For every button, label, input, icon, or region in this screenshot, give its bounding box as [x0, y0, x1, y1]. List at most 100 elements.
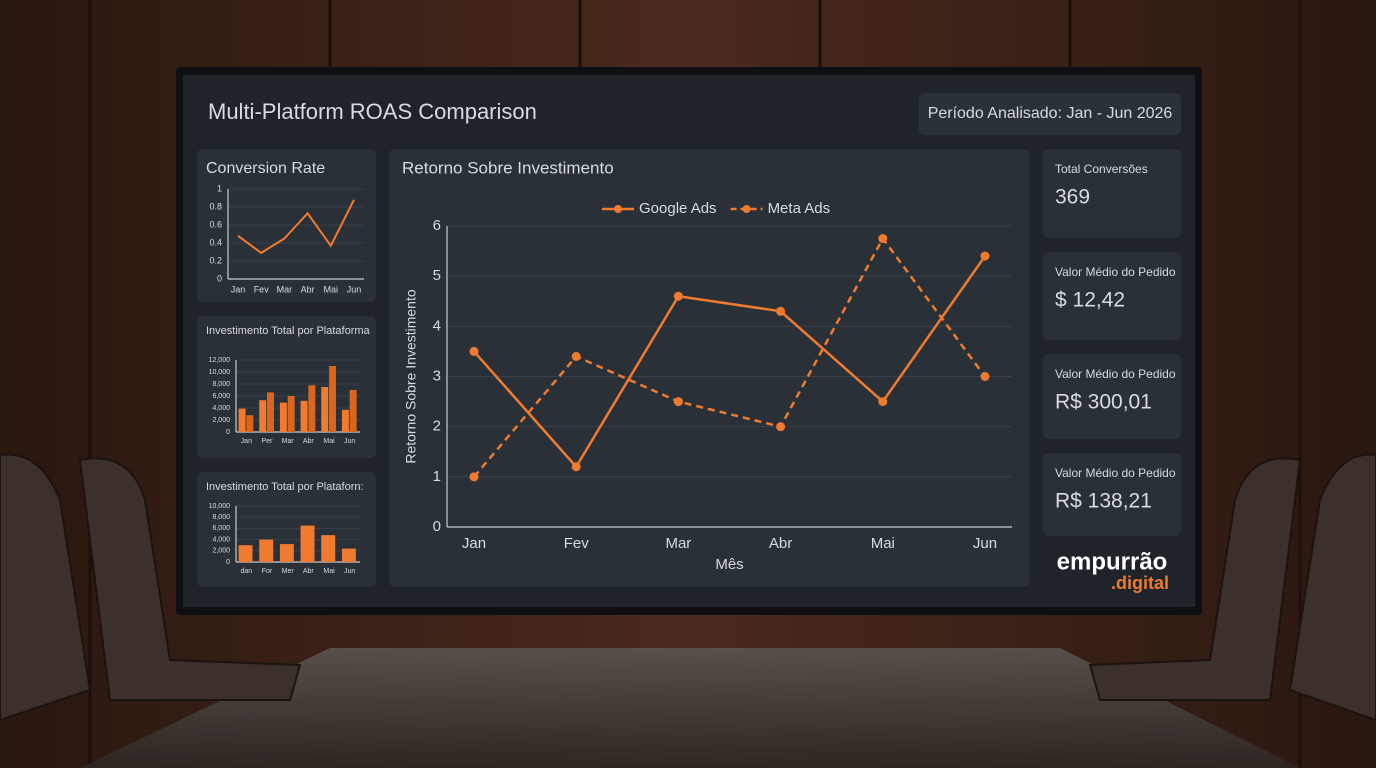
x-tick-label: Jun: [344, 568, 355, 575]
y-tick-label: 6: [433, 217, 441, 234]
x-tick-label: Mai: [323, 568, 335, 575]
kpi-value: R$ 138,21: [1055, 490, 1152, 513]
x-tick-label: dan: [240, 568, 252, 575]
chart-title: Investimento Total por Plataforma: [206, 325, 371, 337]
y-tick-label: 2,000: [212, 548, 230, 555]
y-tick-label: 0: [217, 273, 222, 283]
bar: [279, 544, 294, 562]
bar: [329, 366, 336, 432]
legend-marker: [742, 205, 751, 213]
chart-title: Retorno Sobre Investimento: [402, 158, 614, 177]
x-tick-label: Jun: [347, 284, 362, 294]
kpi-value: 369: [1055, 186, 1090, 209]
dashboard-ui: Multi-Platform ROAS Comparison Período A…: [208, 93, 1181, 593]
y-tick-label: 0.8: [209, 201, 222, 211]
x-tick-label: Jun: [344, 438, 355, 445]
y-tick-label: 5: [433, 267, 441, 284]
bar: [267, 392, 274, 432]
point: [673, 291, 683, 301]
x-tick-label: Per: [262, 438, 274, 445]
x-tick-label: Abr: [303, 438, 315, 445]
point: [878, 397, 888, 407]
y-tick-label: 10,000: [209, 369, 231, 376]
point: [878, 234, 888, 244]
y-tick-label: 0.6: [209, 219, 222, 229]
x-tick-label: Mar: [277, 284, 293, 294]
y-tick-label: 0.2: [209, 255, 222, 265]
y-tick-label: 0.4: [209, 237, 222, 247]
x-tick-label: Jan: [231, 284, 246, 294]
y-tick-label: 0: [226, 429, 230, 436]
point: [469, 346, 479, 356]
x-tick-label: Fev: [254, 284, 270, 294]
x-tick-label: For: [262, 568, 273, 575]
kpi-label: Valor Médio do Pedido: [1055, 367, 1176, 381]
line-series: [473, 236, 987, 478]
period-box: [919, 93, 1181, 135]
bar: [259, 539, 274, 562]
y-tick-label: 8,000: [212, 381, 230, 388]
kpi-card: [1043, 453, 1181, 536]
point: [980, 251, 990, 261]
y-tick-label: 1: [217, 183, 222, 193]
point: [673, 397, 683, 407]
kpi-label: Total Conversões: [1055, 162, 1148, 176]
x-tick-label: Mai: [871, 535, 895, 552]
bar: [341, 409, 349, 432]
legend-label: Google Ads: [639, 200, 717, 217]
y-tick-label: 1: [433, 468, 441, 485]
dashboard-title: Multi-Platform ROAS Comparison: [208, 99, 537, 124]
bar: [308, 385, 316, 432]
x-tick-label: Abr: [303, 568, 315, 575]
y-tick-label: 8,000: [212, 514, 230, 521]
kpi-card: [1043, 149, 1181, 238]
y-tick-label: 4,000: [212, 405, 230, 412]
chairs: [0, 453, 1376, 722]
kpi-card: [1043, 354, 1181, 439]
y-tick-label: 6,000: [212, 393, 230, 400]
x-tick-label: Mai: [324, 284, 339, 294]
x-tick-label: Mar: [282, 438, 295, 445]
period-label: Período Analisado: Jan - Jun 2026: [928, 105, 1173, 122]
y-tick-label: 0: [226, 559, 230, 566]
x-tick-label: Abr: [769, 535, 792, 552]
bar: [349, 390, 357, 432]
x-tick-label: Jun: [973, 535, 997, 552]
logo-suffix: .digital: [1111, 573, 1169, 593]
bar: [246, 415, 254, 432]
point: [776, 306, 786, 316]
y-tick-label: 12,000: [209, 357, 231, 364]
point: [980, 372, 990, 381]
chart-title: Conversion Rate: [206, 160, 325, 177]
y-tick-label: 4,000: [212, 536, 230, 543]
bar: [300, 400, 308, 432]
y-tick-label: 2: [433, 418, 441, 435]
y-axis-label: Retorno Sobre Investimento: [403, 289, 419, 464]
kpi-card: [1043, 252, 1181, 340]
y-tick-label: 10,000: [209, 503, 231, 510]
bar: [238, 545, 253, 562]
chart-panel: [389, 149, 1029, 587]
x-tick-label: Mar: [665, 535, 691, 552]
point: [571, 351, 581, 361]
kpi-value: R$ 300,01: [1055, 391, 1152, 414]
bar: [300, 525, 315, 562]
legend-marker: [614, 205, 622, 213]
logo-name: empurrão: [1057, 548, 1168, 575]
line-series: [473, 255, 987, 469]
y-tick-label: 6,000: [212, 525, 230, 532]
bar: [341, 548, 356, 562]
table: [80, 648, 1300, 768]
bar: [287, 396, 295, 432]
y-tick-label: 3: [433, 367, 441, 384]
legend-label: Meta Ads: [768, 200, 831, 217]
point: [469, 472, 479, 482]
y-tick-label: 2,000: [212, 417, 230, 424]
x-tick-label: Fev: [564, 535, 590, 552]
x-axis-label: Mês: [715, 556, 743, 573]
kpi-value: $ 12,42: [1055, 289, 1125, 312]
point: [776, 422, 786, 432]
line-series: [237, 199, 355, 255]
x-tick-label: Jan: [241, 438, 252, 445]
